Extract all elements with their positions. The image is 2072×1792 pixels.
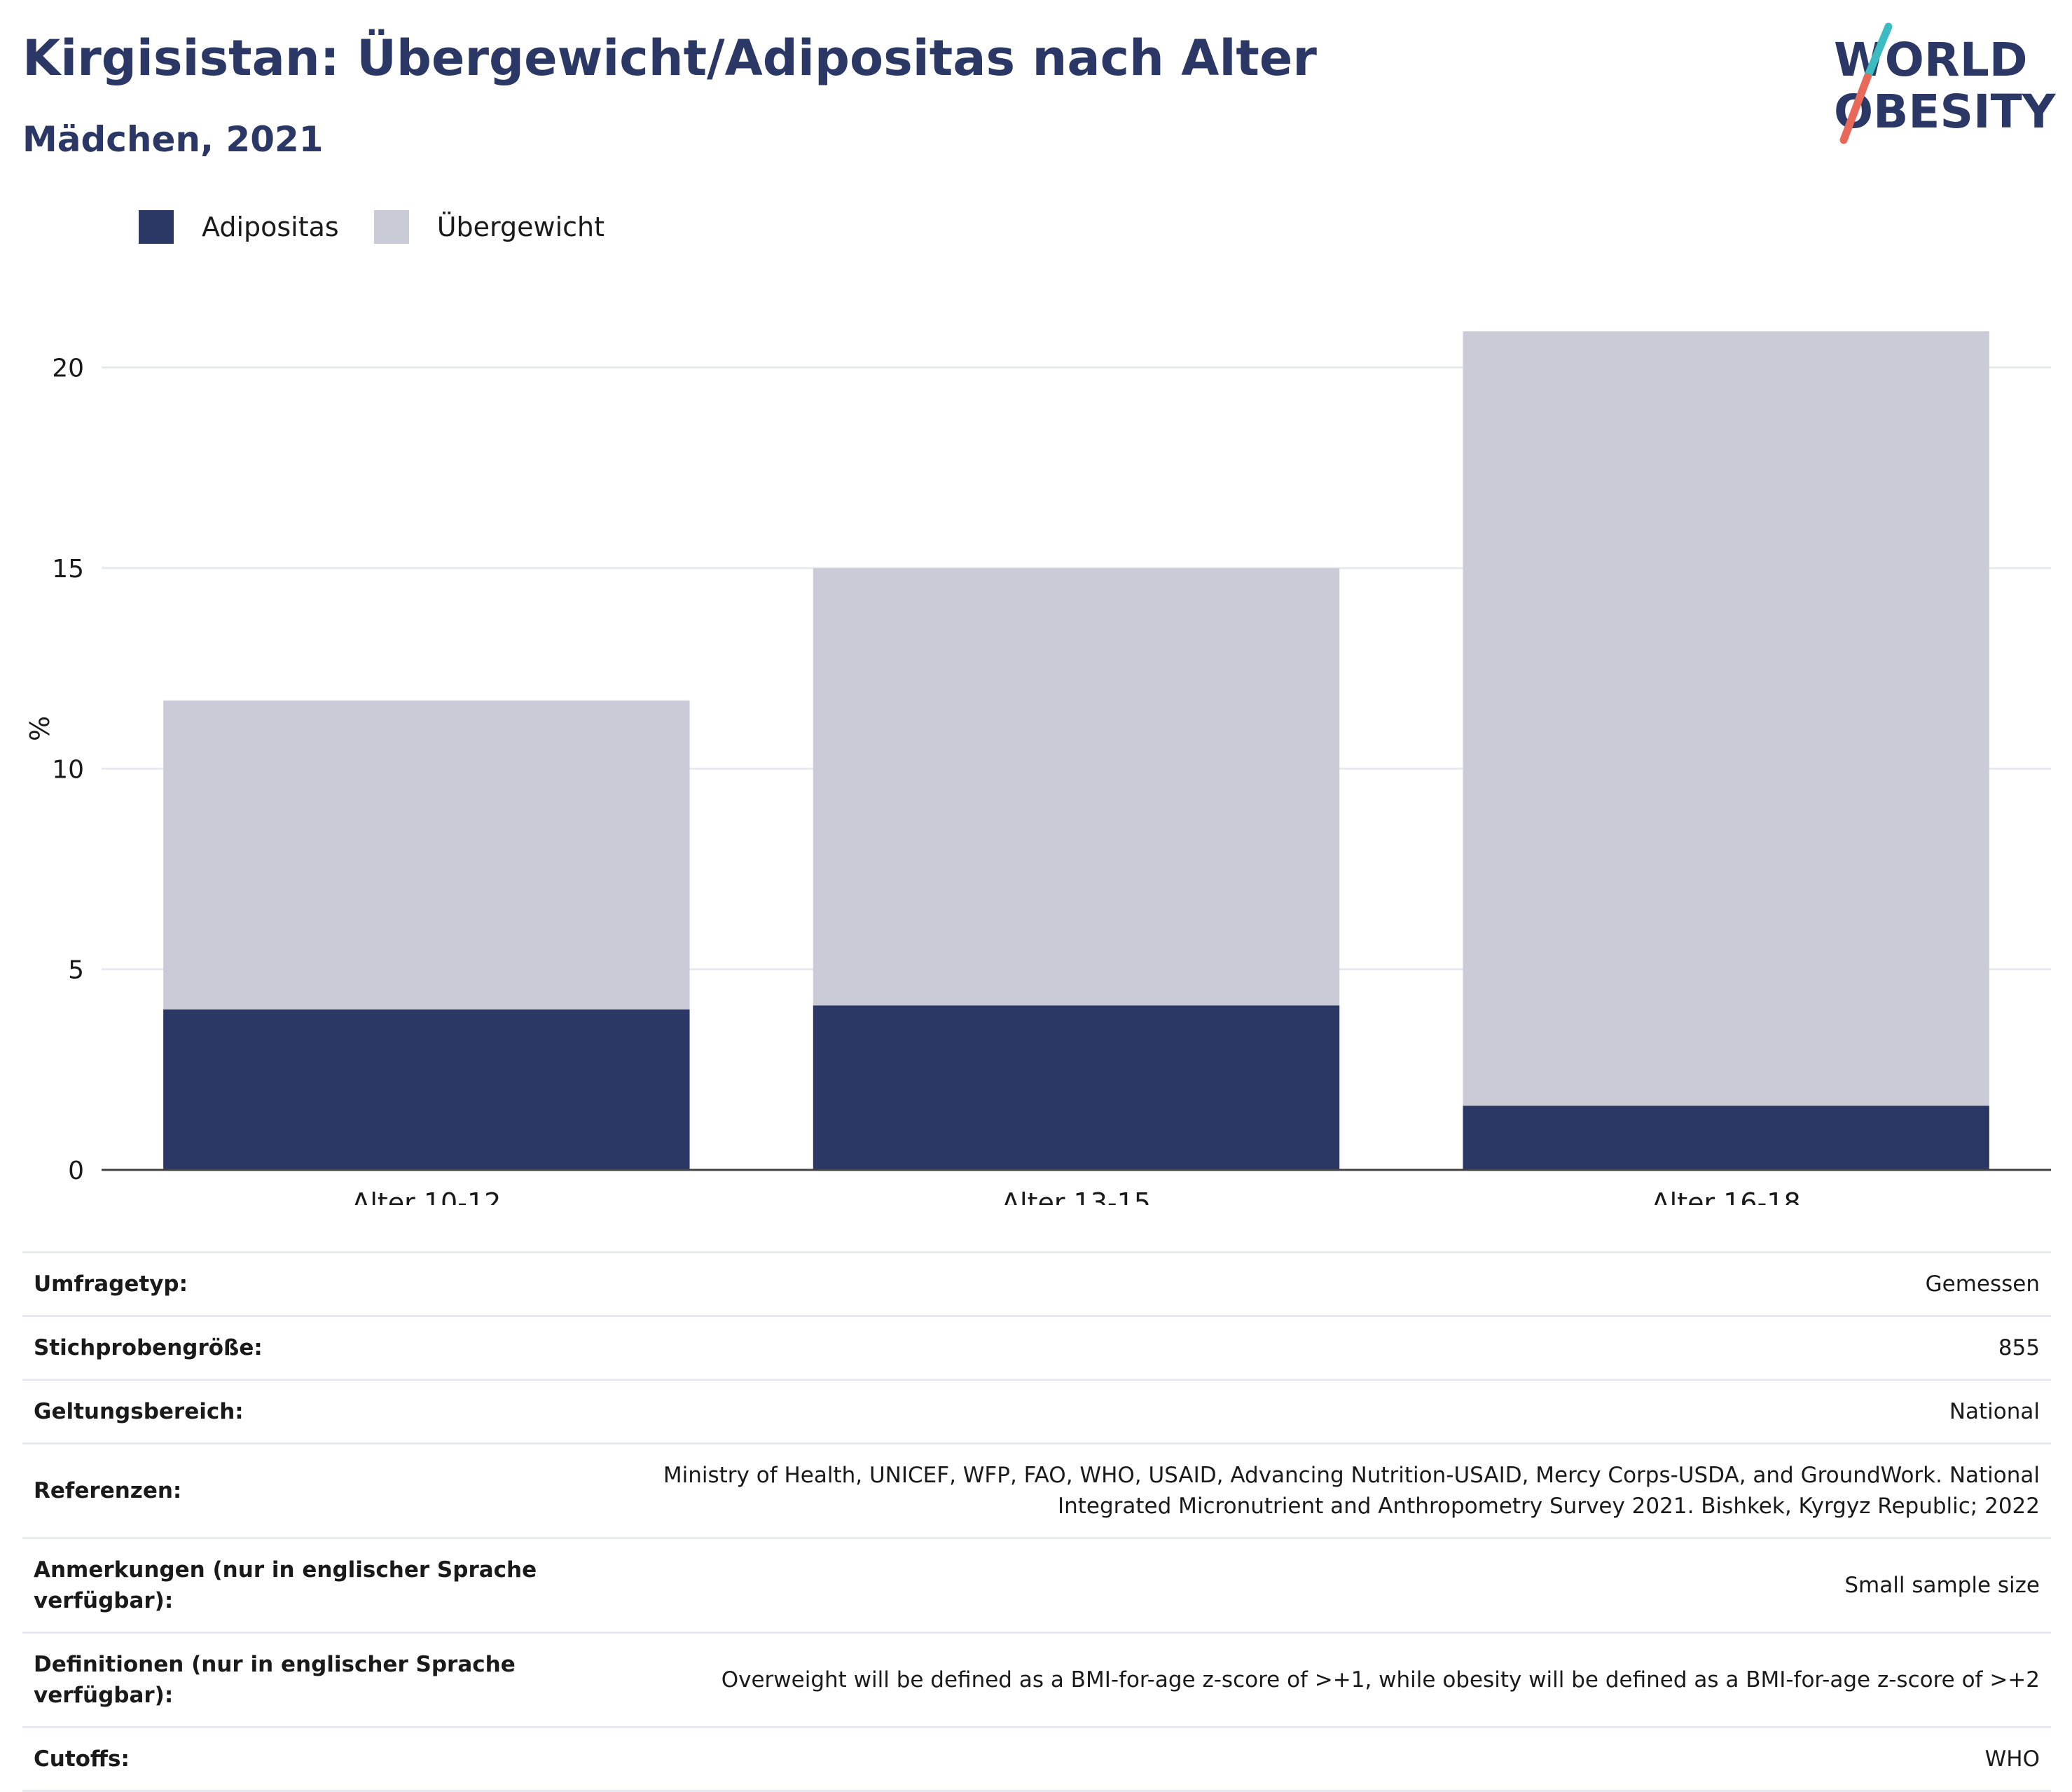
info-key: Umfragetyp:: [34, 1271, 188, 1297]
info-row: Anmerkungen (nur in englischer Sprache v…: [22, 1537, 2051, 1632]
info-key: Cutoffs:: [34, 1746, 130, 1772]
bar-obesity-2[interactable]: [813, 1005, 1340, 1170]
info-value: 855: [1998, 1335, 2040, 1360]
info-value: Overweight will be defined as a BMI-for-…: [721, 1667, 2040, 1693]
y-axis-label: %: [25, 716, 55, 741]
legend-swatch-obesity: [139, 210, 174, 244]
info-table: Umfragetyp: Gemessen Stichprobengröße: 855 G…: [22, 1251, 2051, 1792]
bar-obesity-1[interactable]: [163, 1009, 690, 1170]
info-value: WHO: [1984, 1746, 2040, 1772]
legend-label-obesity: Adipositas: [202, 212, 339, 242]
y-tick-label: 0: [68, 1157, 84, 1185]
x-tick-label: Alter 13-15: [1002, 1187, 1151, 1205]
y-tick-label: 20: [52, 354, 84, 383]
info-value: Ministry of Health, UNICEF, WFP, FAO, WH…: [663, 1463, 2040, 1519]
svg-text:OBESITY: OBESITY: [1834, 85, 2057, 139]
bar-obesity-3[interactable]: [1463, 1105, 1989, 1170]
legend-item-overweight[interactable]: Übergewicht: [373, 210, 605, 244]
info-row: Umfragetyp: Gemessen: [22, 1251, 2051, 1315]
info-value: National: [1949, 1399, 2040, 1424]
legend-swatch-overweight: [373, 210, 409, 244]
chart-legend: Adipositas Übergewicht: [139, 209, 640, 245]
world-obesity-logo: WORLD OBESITY: [1834, 22, 2057, 144]
y-tick-label: 15: [52, 555, 84, 584]
info-key: Stichprobengröße:: [34, 1335, 263, 1360]
info-row: Referenzen: Ministry of Health, UNICEF, W…: [22, 1442, 2051, 1537]
y-tick-label: 10: [52, 755, 84, 784]
info-row: Cutoffs: WHO: [22, 1726, 2051, 1792]
info-key: Anmerkungen (nur in englischer Sprache v…: [34, 1557, 537, 1613]
info-row: Definitionen (nur in englischer Sprache …: [22, 1632, 2051, 1726]
page-subtitle: Mädchen, 2021: [22, 119, 324, 160]
x-tick-label: Alter 10-12: [352, 1187, 501, 1205]
bar-overweight-3[interactable]: [1463, 331, 1989, 1106]
info-value: Gemessen: [1925, 1271, 2040, 1297]
info-key: Definitionen (nur in englischer Sprache …: [34, 1652, 516, 1708]
info-key: Geltungsbereich:: [34, 1399, 244, 1424]
info-row: Stichprobengröße: 855: [22, 1315, 2051, 1379]
legend-item-obesity[interactable]: Adipositas: [139, 210, 339, 244]
stacked-bar-chart: 0 5 10 15 20% Alter 10-12 Alter 13-15 Alter 16-…: [25, 331, 2051, 1205]
y-tick-label: 5: [68, 956, 84, 985]
page-title: Kirgisistan: Übergewicht/Adipositas nach…: [22, 29, 1317, 87]
info-key: Referenzen:: [34, 1478, 182, 1503]
bar-overweight-1[interactable]: [163, 700, 690, 1009]
x-tick-label: Alter 16-18: [1652, 1187, 1801, 1205]
info-value: Small sample size: [1844, 1573, 2040, 1598]
legend-label-overweight: Übergewicht: [436, 212, 605, 242]
bar-overweight-2[interactable]: [813, 567, 1340, 1006]
info-row: Geltungsbereich: National: [22, 1379, 2051, 1442]
